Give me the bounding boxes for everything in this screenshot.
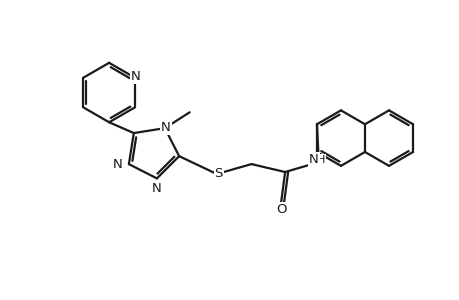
Text: H: H — [316, 155, 325, 165]
Text: N: N — [152, 182, 162, 195]
Text: N: N — [131, 70, 140, 83]
Text: O: O — [275, 203, 286, 216]
Text: N: N — [161, 121, 170, 134]
Text: S: S — [214, 167, 223, 179]
Text: N: N — [308, 153, 318, 166]
Text: N: N — [113, 158, 123, 171]
